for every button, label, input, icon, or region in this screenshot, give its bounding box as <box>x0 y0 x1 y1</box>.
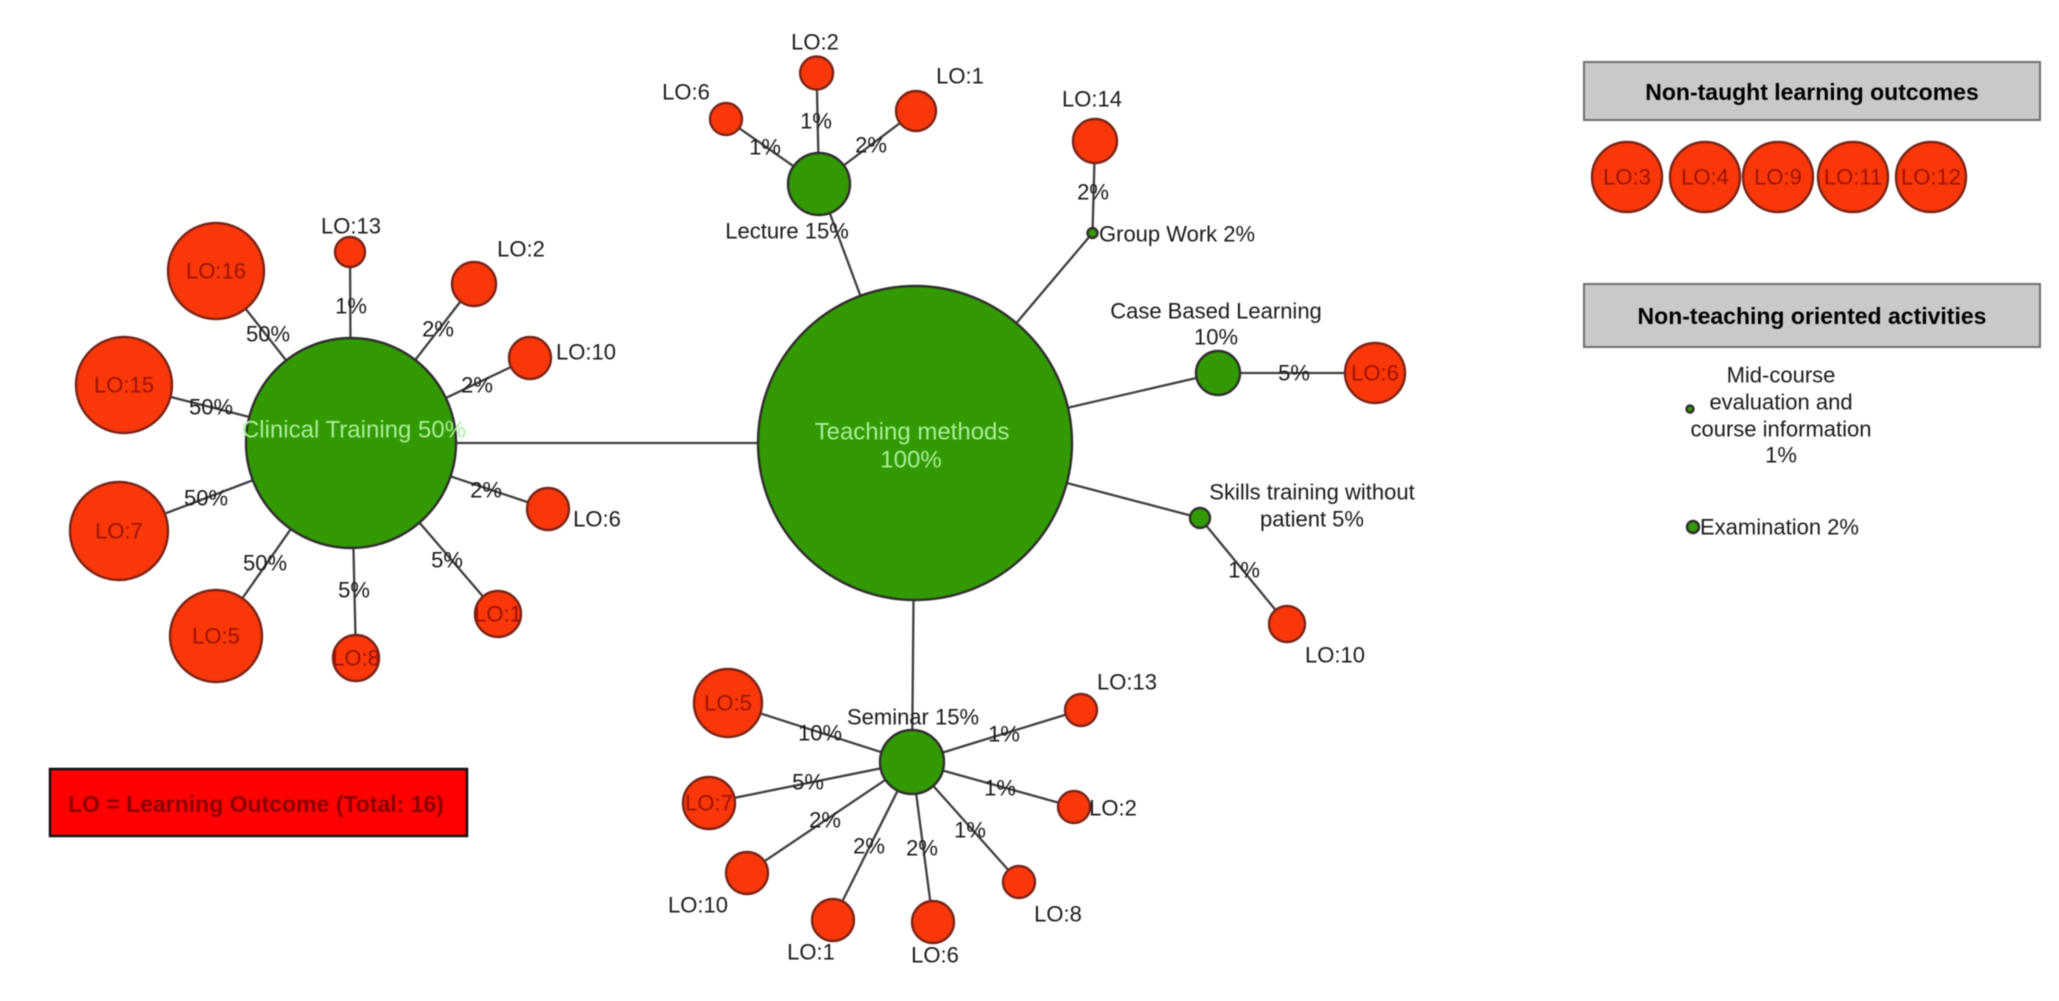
svg-text:Clinical Training 50%: Clinical Training 50% <box>242 417 466 444</box>
svg-text:LO:15: LO:15 <box>94 373 154 398</box>
svg-text:LO:1: LO:1 <box>936 64 984 89</box>
svg-text:1%: 1% <box>954 818 986 843</box>
svg-text:50%: 50% <box>246 322 290 347</box>
svg-text:1%: 1% <box>988 722 1020 747</box>
svg-text:LO:5: LO:5 <box>704 691 752 716</box>
svg-text:5%: 5% <box>1278 361 1310 386</box>
svg-text:Seminar 15%: Seminar 15% <box>847 705 979 730</box>
svg-text:Mid-course: Mid-course <box>1727 363 1836 388</box>
svg-text:5%: 5% <box>792 770 824 795</box>
svg-text:1%: 1% <box>1765 443 1797 468</box>
svg-text:LO:1: LO:1 <box>474 602 522 627</box>
svg-text:LO:8: LO:8 <box>332 646 380 671</box>
svg-text:1%: 1% <box>335 294 367 319</box>
svg-text:1%: 1% <box>1228 558 1260 583</box>
svg-text:LO:10: LO:10 <box>668 893 728 918</box>
svg-text:2%: 2% <box>1077 180 1109 205</box>
svg-text:LO:8: LO:8 <box>1034 902 1082 927</box>
svg-text:1%: 1% <box>749 135 781 160</box>
svg-text:LO:7: LO:7 <box>95 519 143 544</box>
svg-text:LO:13: LO:13 <box>1097 670 1157 695</box>
svg-text:50%: 50% <box>189 395 233 420</box>
svg-text:1%: 1% <box>800 109 832 134</box>
svg-text:LO:11: LO:11 <box>1824 165 1882 190</box>
svg-text:2%: 2% <box>855 133 887 158</box>
svg-text:1%: 1% <box>984 776 1016 801</box>
svg-text:evaluation and: evaluation and <box>1709 390 1852 415</box>
svg-text:course information: course information <box>1691 417 1872 442</box>
svg-text:Case Based Learning: Case Based Learning <box>1110 299 1322 324</box>
svg-text:5%: 5% <box>338 578 370 603</box>
svg-text:Non-teaching oriented activiti: Non-teaching oriented activities <box>1638 303 1987 329</box>
svg-text:2%: 2% <box>809 808 841 833</box>
svg-text:2%: 2% <box>422 317 454 342</box>
svg-text:Skills training without: Skills training without <box>1209 480 1414 505</box>
svg-text:Lecture 15%: Lecture 15% <box>725 219 849 244</box>
svg-text:100%: 100% <box>880 447 941 474</box>
svg-text:10%: 10% <box>798 721 842 746</box>
svg-text:LO:6: LO:6 <box>573 507 621 532</box>
svg-text:LO:2: LO:2 <box>1089 796 1137 821</box>
svg-text:LO:14: LO:14 <box>1062 87 1122 112</box>
svg-text:LO:13: LO:13 <box>321 214 381 239</box>
svg-text:LO:12: LO:12 <box>1901 165 1961 190</box>
svg-text:Non-taught learning outcomes: Non-taught learning outcomes <box>1645 79 1979 105</box>
svg-text:5%: 5% <box>431 548 463 573</box>
svg-text:LO = Learning Outcome (Total:: LO = Learning Outcome (Total: 16) <box>68 791 444 817</box>
svg-text:LO:10: LO:10 <box>1305 643 1365 668</box>
svg-text:LO:4: LO:4 <box>1681 165 1729 190</box>
svg-text:Examination 2%: Examination 2% <box>1700 515 1859 540</box>
svg-text:LO:2: LO:2 <box>497 237 545 262</box>
svg-text:10%: 10% <box>1194 325 1238 350</box>
svg-text:LO:6: LO:6 <box>911 943 959 968</box>
svg-text:LO:7: LO:7 <box>685 791 733 816</box>
svg-text:2%: 2% <box>470 478 502 503</box>
svg-text:2%: 2% <box>853 834 885 859</box>
svg-text:LO:3: LO:3 <box>1603 165 1651 190</box>
svg-text:LO:1: LO:1 <box>787 940 835 965</box>
svg-text:patient 5%: patient 5% <box>1260 507 1364 532</box>
svg-text:LO:6: LO:6 <box>662 80 710 105</box>
svg-text:LO:9: LO:9 <box>1754 165 1802 190</box>
svg-text:LO:5: LO:5 <box>192 624 240 649</box>
svg-text:2%: 2% <box>906 836 938 861</box>
svg-text:Group Work 2%: Group Work 2% <box>1099 222 1255 247</box>
svg-text:LO:6: LO:6 <box>1351 361 1399 386</box>
svg-text:50%: 50% <box>184 486 228 511</box>
svg-text:LO:16: LO:16 <box>186 259 246 284</box>
svg-text:LO:10: LO:10 <box>556 340 616 365</box>
svg-text:Teaching methods: Teaching methods <box>815 419 1010 446</box>
svg-text:2%: 2% <box>461 373 493 398</box>
svg-text:LO:2: LO:2 <box>791 30 839 55</box>
svg-text:50%: 50% <box>243 551 287 576</box>
